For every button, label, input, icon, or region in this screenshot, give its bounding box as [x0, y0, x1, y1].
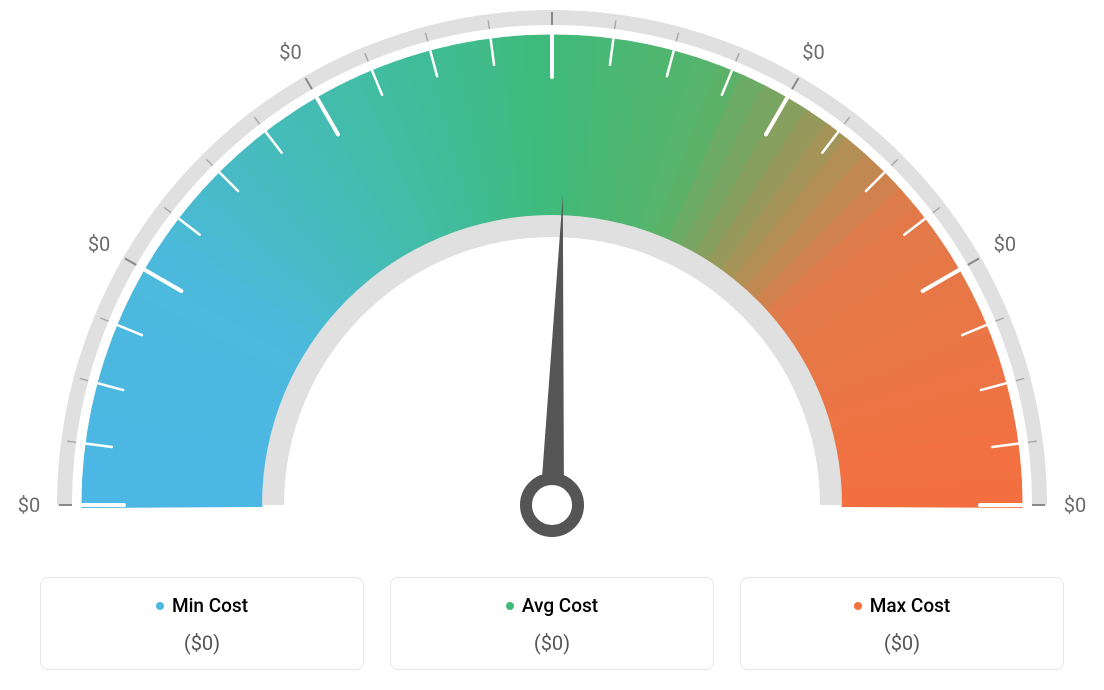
legend-value-avg: ($0) [403, 631, 701, 655]
gauge-svg [0, 0, 1104, 560]
gauge-tick-label: $0 [994, 232, 1016, 256]
legend-dot-min [156, 602, 164, 610]
legend-card-max: Max Cost ($0) [740, 577, 1064, 670]
legend-dot-max [854, 602, 862, 610]
legend-row: Min Cost ($0) Avg Cost ($0) Max Cost ($0… [40, 577, 1064, 670]
gauge-tick-label: $0 [88, 232, 110, 256]
legend-title-avg: Avg Cost [506, 594, 598, 617]
legend-title-max: Max Cost [854, 594, 950, 617]
legend-title-min: Min Cost [156, 594, 248, 617]
gauge-chart-container: $0$0$0$0$0$0$0 Min Cost ($0) Avg Cost ($… [0, 0, 1104, 690]
gauge-tick-label: $0 [18, 493, 40, 517]
legend-value-max: ($0) [753, 631, 1051, 655]
legend-label-max: Max Cost [870, 594, 950, 617]
legend-value-min: ($0) [53, 631, 351, 655]
legend-dot-avg [506, 602, 514, 610]
legend-card-avg: Avg Cost ($0) [390, 577, 714, 670]
gauge-area: $0$0$0$0$0$0$0 [0, 0, 1104, 560]
gauge-tick-label: $0 [1064, 493, 1086, 517]
gauge-tick-label: $0 [802, 40, 824, 64]
legend-label-avg: Avg Cost [522, 594, 598, 617]
legend-card-min: Min Cost ($0) [40, 577, 364, 670]
gauge-tick-label: $0 [279, 40, 301, 64]
legend-label-min: Min Cost [172, 594, 248, 617]
